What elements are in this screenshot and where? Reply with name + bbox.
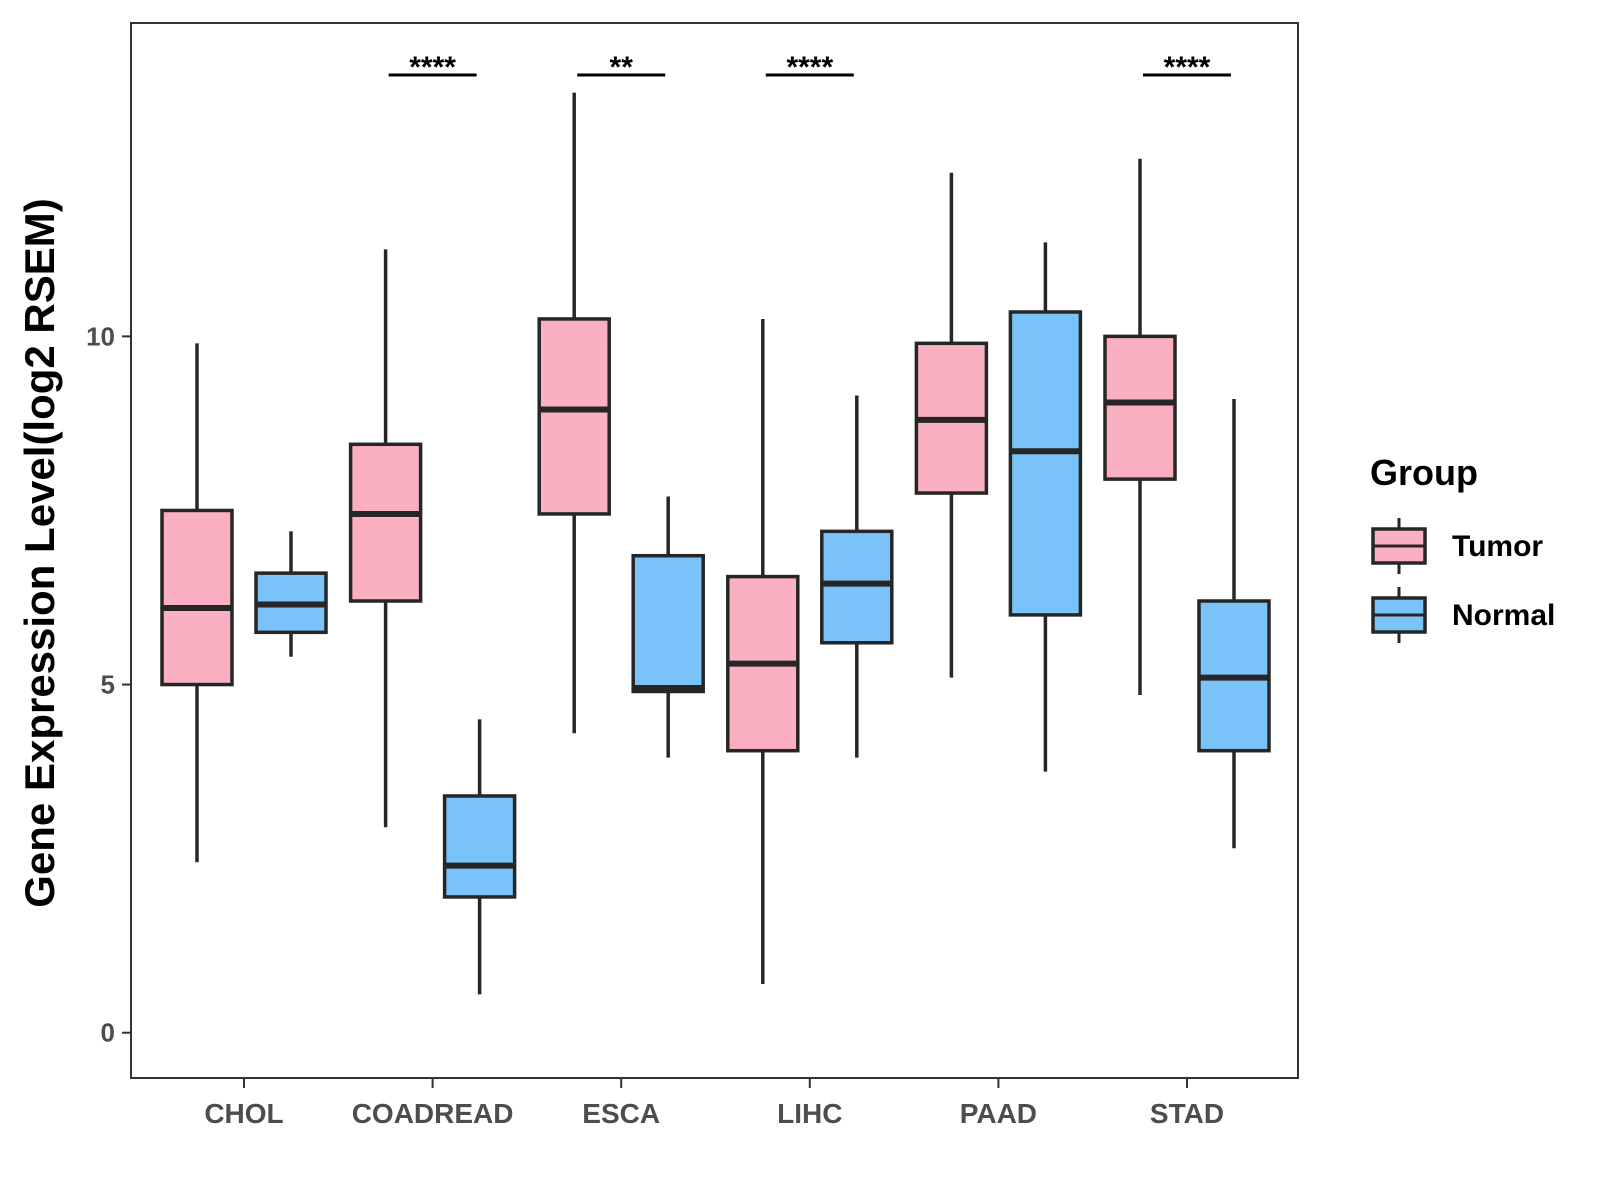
y-tick-label: 0 xyxy=(101,1018,115,1048)
box-normal-esca xyxy=(631,496,705,758)
box-iqr xyxy=(1008,310,1083,617)
x-tick-label-coadread: COADREAD xyxy=(352,1098,514,1129)
box-iqr xyxy=(820,529,894,645)
box-iqr xyxy=(537,317,611,516)
legend-label-tumor: Tumor xyxy=(1452,530,1543,563)
box-tumor-lihc xyxy=(726,318,800,984)
box-iqr xyxy=(442,794,517,899)
box-iqr xyxy=(631,553,705,694)
x-tick-label-stad: STAD xyxy=(1150,1098,1224,1129)
box-tumor-esca xyxy=(537,92,611,734)
box-iqr xyxy=(348,442,423,603)
box-normal-lihc xyxy=(820,395,894,758)
box-normal-stad xyxy=(1197,399,1271,849)
box-normal-chol xyxy=(254,531,328,657)
x-tick-label-chol: CHOL xyxy=(204,1098,283,1129)
x-tick-label-esca: ESCA xyxy=(582,1098,660,1129)
y-axis-title: Gene Expression Level(log2 RSEM) xyxy=(16,198,63,908)
legend-title: Group xyxy=(1370,452,1478,493)
legend: Group Tumor Normal xyxy=(1370,452,1555,643)
plot-panel-border xyxy=(130,22,1299,1079)
x-tick-label-lihc: LIHC xyxy=(777,1098,842,1129)
box-normal-paad xyxy=(1008,242,1083,772)
y-tick-label: 10 xyxy=(86,321,115,351)
legend-label-normal: Normal xyxy=(1452,599,1555,632)
box-tumor-chol xyxy=(160,343,234,863)
y-tick-label: 5 xyxy=(101,670,115,700)
box-tumor-paad xyxy=(914,172,989,678)
x-tick-label-paad: PAAD xyxy=(960,1098,1037,1129)
significance-label-coadread: **** xyxy=(409,51,456,84)
significance-label-lihc: **** xyxy=(786,51,833,84)
significance-label-stad: **** xyxy=(1164,51,1211,84)
box-tumor-coadread xyxy=(348,249,423,828)
box-iqr xyxy=(1103,334,1177,481)
box-iqr xyxy=(160,508,234,687)
box-normal-coadread xyxy=(442,719,517,995)
box-tumor-stad xyxy=(1103,158,1177,695)
significance-label-esca: ** xyxy=(610,51,634,84)
